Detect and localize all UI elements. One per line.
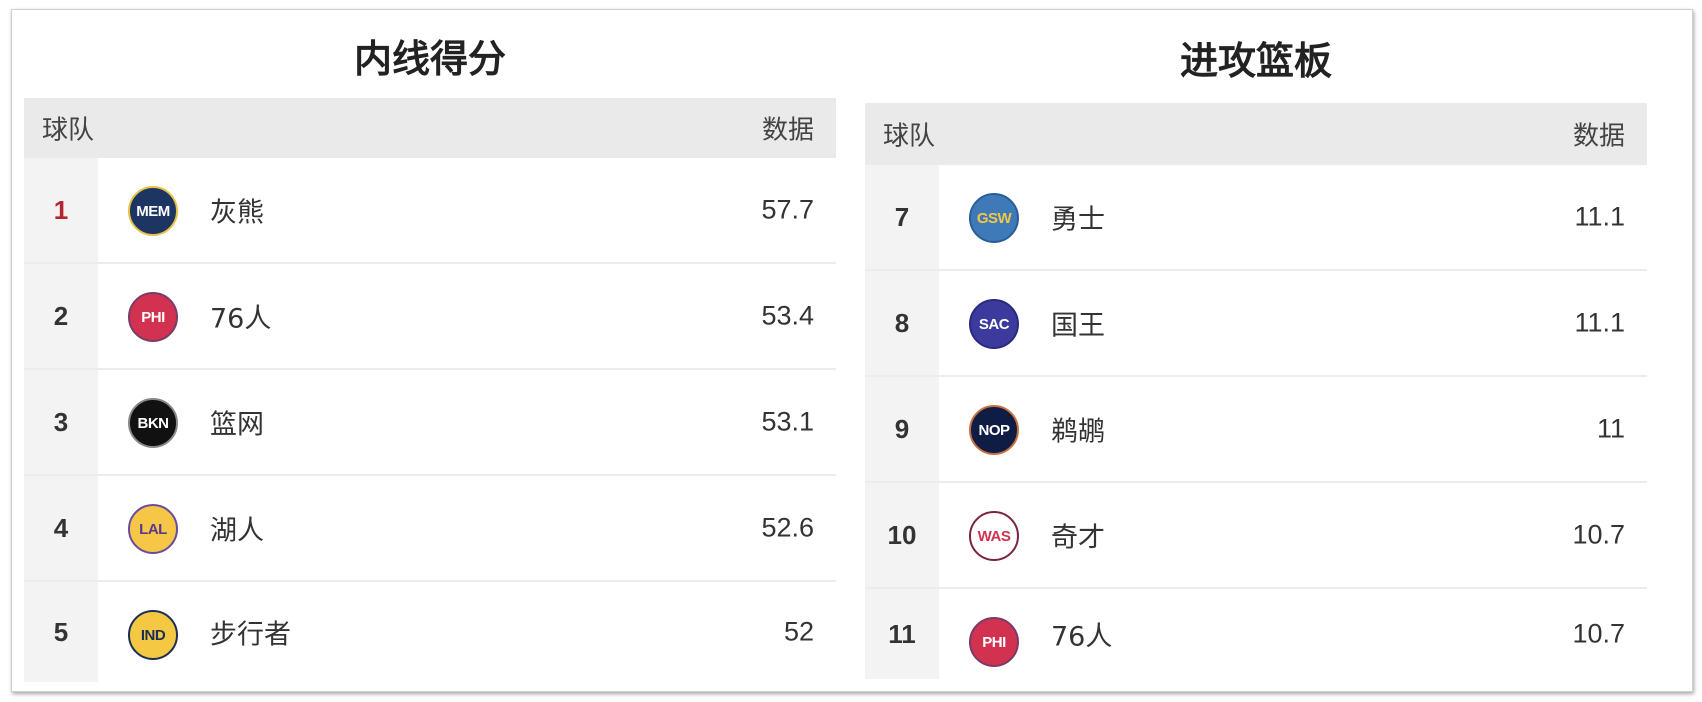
table-row[interactable]: 8 SAC 国王 11.1 — [865, 271, 1647, 377]
rank: 11 — [865, 589, 939, 679]
stat-value: 53.1 — [761, 406, 814, 437]
rank: 2 — [24, 264, 98, 368]
team-name[interactable]: 湖人 — [210, 515, 264, 547]
team-logo-icon: PHI — [128, 292, 178, 342]
team-logo-icon: SAC — [969, 299, 1019, 349]
rank: 4 — [24, 476, 98, 580]
stat-value: 53.4 — [761, 300, 814, 331]
panel-title: 内线得分 — [353, 37, 506, 81]
table-header: 球队 数据 — [24, 98, 836, 158]
header-team: 球队 — [42, 115, 95, 146]
table-row[interactable]: 2 PHI 76人 53.4 — [24, 264, 836, 370]
team-logo-icon: GSW — [969, 193, 1019, 243]
team-name[interactable]: 76人 — [210, 303, 272, 335]
team-name[interactable]: 鹈鹕 — [1051, 416, 1105, 448]
stat-value: 11.1 — [1574, 201, 1625, 232]
team-logo-icon: NOP — [969, 405, 1019, 455]
stat-value: 10.7 — [1572, 618, 1625, 649]
team-logo-icon: WAS — [969, 511, 1019, 561]
stat-value: 11.1 — [1574, 307, 1625, 338]
table-row[interactable]: 10 WAS 奇才 10.7 — [865, 483, 1647, 589]
panel-offensive-rebounds: 进攻篮板 球队 数据 7 GSW 勇士 11.1 8 SAC 国王 11.1 9 NOP 鹈鹕 11 1… — [865, 20, 1647, 680]
team-logo-icon: BKN — [128, 398, 178, 448]
panel-inside-points: 内线得分 球队 数据 1 MEM 灰熊 57.7 2 PHI 76人 53.4 3 BKN 篮网 53… — [24, 20, 836, 682]
rank: 5 — [24, 582, 98, 682]
stat-value: 52 — [783, 616, 814, 647]
team-name[interactable]: 步行者 — [210, 619, 291, 651]
team-name[interactable]: 篮网 — [210, 409, 264, 441]
team-name[interactable]: 76人 — [1051, 621, 1113, 653]
team-name[interactable]: 勇士 — [1051, 204, 1105, 236]
table-row[interactable]: 9 NOP 鹈鹕 11 — [865, 377, 1647, 483]
panel-title: 进攻篮板 — [1179, 39, 1332, 83]
header-team: 球队 — [883, 121, 936, 152]
stat-value: 11 — [1596, 413, 1625, 444]
table-row[interactable]: 4 LAL 湖人 52.6 — [24, 476, 836, 582]
team-logo-icon: IND — [128, 610, 178, 660]
rank: 9 — [865, 377, 939, 481]
table-row[interactable]: 7 GSW 勇士 11.1 — [865, 165, 1647, 271]
rank: 10 — [865, 483, 939, 587]
table-header: 球队 数据 — [865, 103, 1647, 165]
team-logo-icon: MEM — [128, 186, 178, 236]
table-row[interactable]: 11 PHI 76人 10.7 — [865, 589, 1647, 679]
header-value: 数据 — [761, 115, 814, 146]
rank: 8 — [865, 271, 939, 375]
table-row[interactable]: 1 MEM 灰熊 57.7 — [24, 158, 836, 264]
team-name[interactable]: 国王 — [1051, 310, 1105, 342]
stat-value: 10.7 — [1572, 519, 1625, 550]
team-name[interactable]: 奇才 — [1051, 522, 1105, 554]
table-row[interactable]: 3 BKN 篮网 53.1 — [24, 370, 836, 476]
rank: 1 — [24, 158, 98, 262]
header-value: 数据 — [1572, 121, 1625, 152]
stat-value: 52.6 — [761, 512, 814, 543]
team-logo-icon: LAL — [128, 504, 178, 554]
team-logo-icon: PHI — [969, 617, 1019, 667]
stat-value: 57.7 — [761, 194, 814, 225]
rank: 3 — [24, 370, 98, 474]
table-row[interactable]: 5 IND 步行者 52 — [24, 582, 836, 682]
team-name[interactable]: 灰熊 — [210, 197, 264, 229]
rank: 7 — [865, 165, 939, 269]
